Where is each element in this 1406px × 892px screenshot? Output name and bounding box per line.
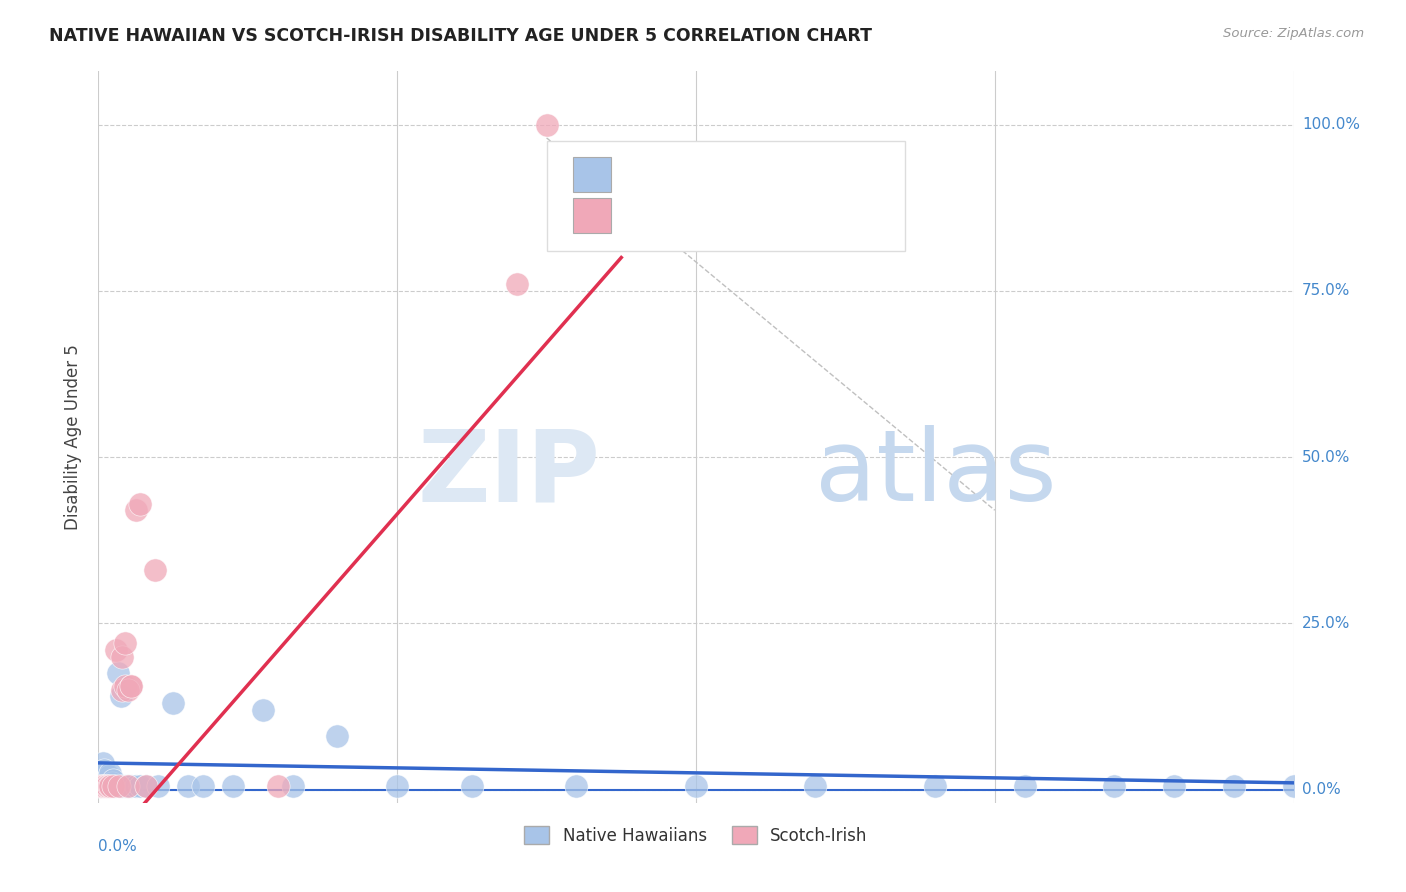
Point (98, 765, 122, 780)
Point (143, 563, 166, 577)
Point (135, 779, 157, 793)
Point (461, 779, 484, 793)
Text: 0.0%: 0.0% (1302, 782, 1340, 797)
Text: 25.0%: 25.0% (1302, 615, 1350, 631)
Point (924, 779, 946, 793)
Text: 0.0%: 0.0% (98, 839, 138, 855)
Point (162, 696, 184, 710)
Point (114, 779, 136, 793)
Point (129, 779, 152, 793)
Point (110, 690, 132, 704)
Point (326, 729, 349, 743)
Point (125, 779, 148, 793)
Point (111, 779, 134, 793)
Point (107, 666, 129, 681)
Text: 100.0%: 100.0% (1302, 117, 1360, 132)
Point (565, 779, 588, 793)
Point (93, 763, 115, 777)
Point (177, 779, 200, 793)
Text: N =: N = (761, 166, 800, 184)
FancyBboxPatch shape (572, 198, 612, 233)
Point (148, 779, 170, 793)
Point (506, 277, 529, 292)
Text: 0.722: 0.722 (665, 206, 723, 225)
Point (90, 779, 112, 793)
Point (125, 503, 148, 517)
Point (135, 779, 157, 793)
Text: R =: R = (623, 166, 662, 184)
Point (267, 779, 290, 793)
Text: 39: 39 (804, 166, 828, 184)
Text: Source: ZipAtlas.com: Source: ZipAtlas.com (1223, 27, 1364, 40)
Point (114, 636, 136, 650)
Text: R =: R = (623, 206, 662, 225)
Point (104, 779, 127, 793)
Point (804, 779, 827, 793)
Legend: Native Hawaiians, Scotch-Irish: Native Hawaiians, Scotch-Irish (516, 818, 876, 853)
Text: ZIP: ZIP (418, 425, 600, 522)
Point (281, 779, 304, 793)
Point (117, 779, 139, 793)
Point (91, 779, 114, 793)
Point (94, 779, 117, 793)
Text: 50.0%: 50.0% (1302, 450, 1350, 465)
Point (103, 772, 125, 787)
Point (252, 703, 274, 717)
Point (1104, 779, 1126, 793)
Point (89, 779, 111, 793)
FancyBboxPatch shape (547, 141, 905, 251)
Point (385, 779, 409, 793)
Point (117, 779, 139, 793)
Text: 75.0%: 75.0% (1302, 284, 1350, 298)
Point (105, 643, 128, 657)
Point (96, 779, 118, 793)
Point (1014, 779, 1036, 793)
Point (98, 779, 122, 793)
Text: atlas: atlas (815, 425, 1057, 522)
Point (97, 779, 120, 793)
Point (97, 769, 120, 783)
Point (89, 779, 111, 793)
Point (103, 779, 125, 793)
Point (1282, 779, 1305, 793)
Y-axis label: Disability Age Under 5: Disability Age Under 5 (65, 344, 83, 530)
Point (93, 779, 115, 793)
Point (120, 680, 142, 694)
Point (1163, 779, 1185, 793)
Point (1223, 779, 1246, 793)
Text: NATIVE HAWAIIAN VS SCOTCH-IRISH DISABILITY AGE UNDER 5 CORRELATION CHART: NATIVE HAWAIIAN VS SCOTCH-IRISH DISABILI… (49, 27, 872, 45)
Point (117, 682, 139, 697)
Point (129, 497, 152, 511)
Point (94, 776, 117, 790)
Point (108, 779, 131, 793)
Point (111, 649, 134, 664)
Point (101, 776, 124, 790)
Point (222, 779, 245, 793)
Point (90, 769, 112, 783)
Point (120, 779, 142, 793)
Point (96, 772, 118, 787)
Point (685, 779, 707, 793)
FancyBboxPatch shape (572, 157, 612, 192)
Point (536, 118, 558, 132)
Point (191, 779, 214, 793)
Text: N =: N = (761, 206, 800, 225)
Point (120, 680, 142, 694)
Text: -0.107: -0.107 (665, 166, 723, 184)
Point (111, 682, 134, 697)
Point (114, 680, 136, 694)
Text: 26: 26 (804, 206, 828, 225)
Point (91, 756, 114, 770)
